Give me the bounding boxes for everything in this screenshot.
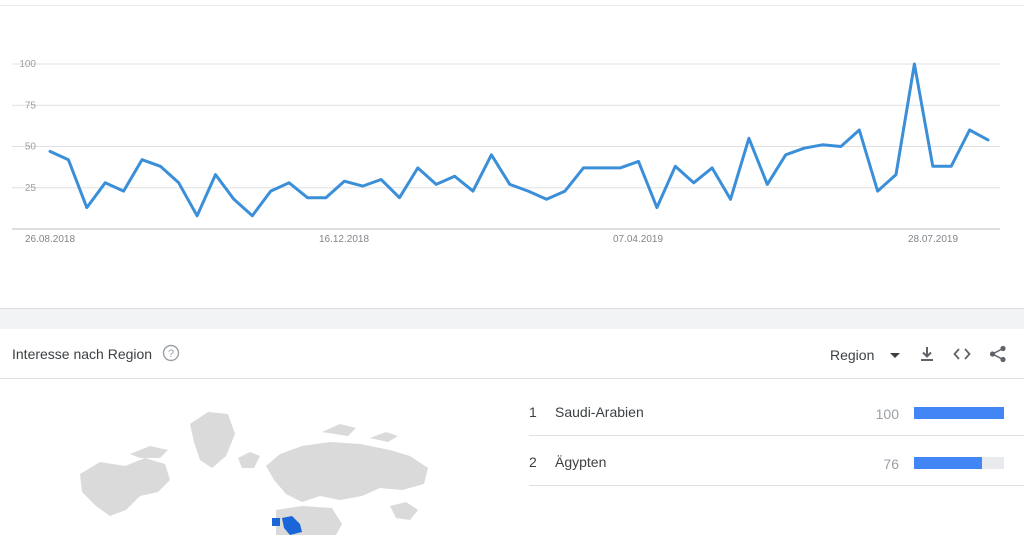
interest-over-time-chart[interactable]: 100 75 50 25 26.08.2018 16.12.2018 07.04.2019 2… (0, 0, 1024, 308)
region-level-select[interactable]: Region (830, 345, 901, 365)
download-icon[interactable] (917, 344, 937, 364)
top-divider (0, 5, 1024, 6)
region-bar-fill (914, 457, 983, 469)
y-tick-label: 25 (25, 183, 37, 194)
chevron-down-icon (890, 352, 901, 358)
region-value: 76 (883, 456, 899, 472)
y-tick-label: 50 (25, 142, 37, 153)
question-circle-icon[interactable]: ? (162, 344, 180, 362)
world-map[interactable] (40, 384, 470, 535)
x-tick-label: 16.12.2018 (319, 234, 369, 245)
map-egypt[interactable] (272, 518, 280, 526)
share-icon[interactable] (988, 344, 1008, 364)
y-tick-label: 75 (25, 100, 37, 111)
map-saudi-arabia[interactable] (282, 516, 302, 535)
svg-text:?: ? (168, 348, 174, 360)
region-rank: 1 (529, 404, 537, 420)
x-tick-label: 26.08.2018 (25, 234, 75, 245)
region-name: Ägypten (555, 454, 607, 470)
region-bar-track (914, 407, 1004, 419)
region-value: 100 (875, 406, 899, 422)
region-row[interactable]: 1 Saudi-Arabien 100 (529, 385, 1024, 436)
region-title: Interesse nach Region (12, 346, 153, 362)
y-tick-label: 100 (19, 59, 36, 70)
x-tick-label: 07.04.2019 (613, 234, 663, 245)
region-bar-track (914, 457, 1004, 469)
region-name: Saudi-Arabien (555, 404, 644, 420)
map-land (80, 412, 428, 535)
interest-by-region-card: Interesse nach Region ? Region (0, 329, 1024, 535)
series-line (48, 62, 990, 218)
region-select-label: Region (830, 347, 875, 363)
region-rank: 2 (529, 454, 537, 470)
interest-over-time-card: 100 75 50 25 26.08.2018 16.12.2018 07.04.2019 2… (0, 0, 1024, 309)
region-row[interactable]: 2 Ägypten 76 (529, 435, 1024, 486)
region-header: Interesse nach Region ? Region (0, 329, 1024, 379)
embed-code-icon[interactable] (952, 344, 972, 364)
x-tick-label: 28.07.2019 (908, 234, 958, 245)
region-bar-fill (914, 407, 1004, 419)
